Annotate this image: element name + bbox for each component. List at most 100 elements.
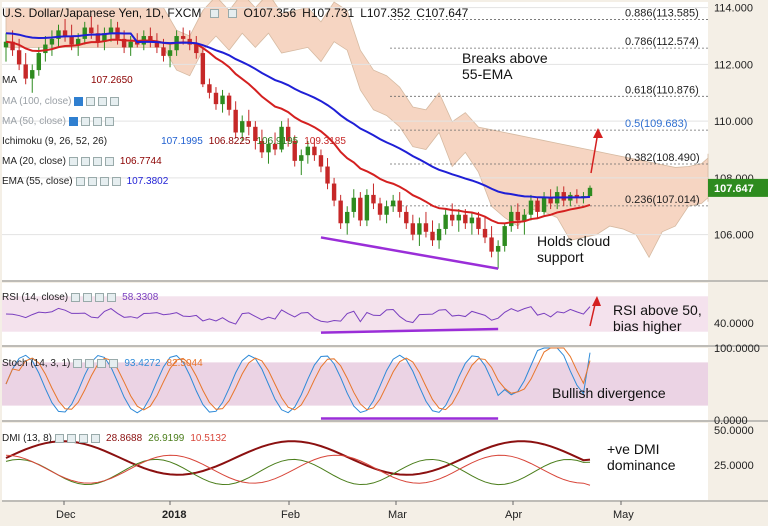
settings-icon[interactable] [55,433,65,443]
lock-icon[interactable] [95,292,105,302]
rsi-divergence-line [320,327,499,334]
settings-icon[interactable] [75,176,85,186]
candle-body [443,214,448,229]
lock-icon[interactable] [92,116,102,126]
x-tick-label: Apr [505,509,522,521]
candle-body [489,237,494,252]
remove-icon[interactable] [109,358,119,368]
last-price-tag [708,178,768,197]
visibility-icon[interactable] [228,8,238,18]
candle-body [266,143,271,153]
price-tick-label: 110.000 [714,116,753,128]
settings-icon[interactable] [71,292,81,302]
legend-ma200[interactable]: MA 107.2650 [2,74,133,86]
candle-body [574,194,580,198]
hide-icon[interactable] [80,116,90,126]
candle-body [384,206,389,215]
candle-body [423,223,429,232]
candle-body [23,64,28,79]
settings-icon[interactable] [73,358,83,368]
lock-icon[interactable] [79,433,89,443]
price-arrow-head [593,128,603,138]
hide-icon[interactable] [80,156,90,166]
candle-body [30,70,35,79]
price-tick-label: 106.000 [714,230,754,242]
symbol-title[interactable]: U.S. Dollar/Japanese Yen, 1D, FXCM [2,6,202,20]
candle-body [371,194,376,204]
candle-body [16,50,22,65]
rsi-arrow-head [592,296,601,306]
candle-body [82,27,87,39]
remove-icon[interactable] [110,96,120,106]
lock-icon[interactable] [98,96,108,106]
legend-ma50[interactable]: MA (50, close) [2,114,114,128]
remove-icon[interactable] [104,116,114,126]
candle-body [587,187,593,197]
price-tick-label: 114.000 [714,3,753,15]
settings-icon[interactable] [210,8,220,18]
candle-body [154,41,160,48]
candle-body [495,245,501,252]
legend-ma20[interactable]: MA (20, close) 106.7744 [2,155,162,167]
candle-body [364,194,370,221]
candle-body [561,192,566,201]
settings-icon[interactable] [68,116,78,126]
settings-icon[interactable] [68,156,78,166]
remove-icon[interactable] [111,176,121,186]
settings-icon[interactable] [74,96,84,106]
candle-body [279,126,284,150]
ema55-line [5,32,591,199]
candle-body [522,214,527,221]
hide-icon[interactable] [87,176,97,186]
candle-body [213,92,219,105]
candle-body [305,146,311,156]
fib-label: 0.5(109.683) [625,118,687,130]
dmi-tick-label: 25.0000 [714,460,754,472]
ma20-line [5,38,591,225]
legend-stoch[interactable]: Stoch (14, 3, 1) 93.4272 82.5044 [2,357,203,369]
stoch-tick-label: 100.0000 [714,343,760,355]
candle-body [331,183,337,201]
remove-icon[interactable] [91,433,101,443]
lock-icon[interactable] [92,156,102,166]
price-up-arrow [590,131,599,174]
lock-icon[interactable] [97,358,107,368]
dmi-minus-line [5,454,591,486]
legend-ma100[interactable]: MA (100, close) [2,94,120,108]
candle-body [351,197,356,212]
dmi-adx-line [5,440,591,476]
x-tick-label: 2018 [162,509,186,521]
remove-icon[interactable] [107,292,117,302]
x-tick-label: Dec [56,509,76,521]
candle-body [404,211,409,224]
candle-body [272,143,278,150]
rsi-line [5,306,591,325]
ohlc-close: C107.647 [416,6,469,20]
hide-icon[interactable] [67,433,77,443]
hide-icon[interactable] [85,358,95,368]
lock-icon[interactable] [99,176,109,186]
hide-icon[interactable] [86,96,96,106]
candle-body [69,36,74,45]
candle-body [318,155,324,167]
fib-label: 0.382(108.490) [625,152,700,164]
hide-icon[interactable] [83,292,93,302]
candle-body [226,95,232,110]
dmi-tick-label: 50.0000 [714,425,754,437]
candle-body [259,141,265,153]
candle-body [469,217,475,224]
stoch-tick-label: 0.0000 [714,415,748,427]
legend-dmi[interactable]: DMI (13, 8) 28.8688 26.9199 10.5132 [2,432,227,444]
legend-ichimoku[interactable]: Ichimoku (9, 26, 52, 26) 107.1995 106.82… [2,135,346,147]
legend-ema55[interactable]: EMA (55, close) 107.3802 [2,175,169,187]
annotation-divergence: Bullish divergence [552,385,666,401]
legend-rsi[interactable]: RSI (14, close) 58.3308 [2,291,159,303]
candle-body [167,50,173,56]
ohlc-high: H107.731 [302,6,355,20]
annotation-cloud-support: Holds cloud support [537,233,611,265]
remove-icon[interactable] [104,156,114,166]
candle-body [121,38,127,48]
fib-label: 0.886(113.585) [625,7,699,19]
fib-label: 0.786(112.574) [625,36,699,48]
